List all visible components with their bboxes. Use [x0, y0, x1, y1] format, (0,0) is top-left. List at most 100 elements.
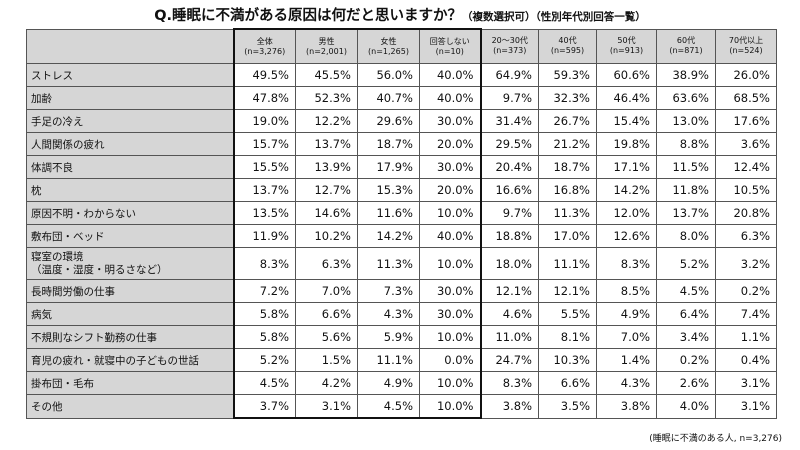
percent-cell: 26.0% [715, 63, 777, 87]
header-corner [26, 28, 234, 64]
percent-cell: 30.0% [419, 155, 482, 179]
column-header: 全体 (n=3,276) [232, 28, 296, 64]
column-header: 20～30代 (n=373) [480, 28, 539, 64]
percent-cell: 20.0% [419, 178, 482, 202]
percent-cell: 18.0% [480, 247, 539, 280]
percent-cell: 16.8% [538, 178, 597, 202]
percent-cell: 8.0% [656, 224, 716, 248]
percent-cell: 19.8% [596, 132, 657, 156]
percent-cell: 59.3% [538, 63, 597, 87]
percent-cell: 56.0% [357, 63, 420, 87]
percent-cell: 7.3% [357, 279, 420, 303]
percent-cell: 17.0% [538, 224, 597, 248]
column-sample-size: (n=1,265) [368, 46, 409, 56]
percent-cell: 5.8% [232, 325, 296, 349]
column-sample-size: (n=595) [550, 46, 585, 56]
percent-cell: 30.0% [419, 302, 482, 326]
percent-cell: 13.7% [656, 201, 716, 225]
percent-cell: 20.8% [715, 201, 777, 225]
column-header: 回答しない (n=10) [419, 28, 482, 64]
row-label: 原因不明・わからない [26, 201, 234, 225]
percent-cell: 3.1% [715, 371, 777, 395]
table-row: 体調不良 15.5% 13.9% 17.9% 30.0% 20.4% 18.7% 17.1% 1… [26, 155, 777, 179]
row-label-text: 病気 [31, 308, 52, 321]
percent-cell: 29.5% [480, 132, 539, 156]
percent-cell: 13.9% [295, 155, 358, 179]
percent-cell: 40.0% [419, 63, 482, 87]
row-label: 加齢 [26, 86, 234, 110]
row-label-text: その他 [31, 400, 63, 413]
percent-cell: 10.2% [295, 224, 358, 248]
column-header: 女性 (n=1,265) [357, 28, 420, 64]
percent-cell: 11.9% [232, 224, 296, 248]
percent-cell: 32.3% [538, 86, 597, 110]
percent-cell: 0.2% [656, 348, 716, 372]
percent-cell: 9.7% [480, 201, 539, 225]
percent-cell: 6.6% [538, 371, 597, 395]
percent-cell: 12.7% [295, 178, 358, 202]
row-label-text: 人間関係の疲れ [31, 138, 105, 151]
percent-cell: 3.1% [295, 394, 358, 419]
row-label-subtext: （温度・湿度・明るさなど） [31, 263, 168, 276]
percent-cell: 11.3% [538, 201, 597, 225]
percent-cell: 15.7% [232, 132, 296, 156]
row-label: 寝室の環境 （温度・湿度・明るさなど） [26, 247, 234, 280]
column-label: 男性 [318, 36, 335, 46]
percent-cell: 29.6% [357, 109, 420, 133]
percent-cell: 10.0% [419, 371, 482, 395]
percent-cell: 12.0% [596, 201, 657, 225]
row-label: 育児の疲れ・就寝中の子どもの世話 [26, 348, 234, 372]
percent-cell: 18.7% [538, 155, 597, 179]
percent-cell: 6.3% [715, 224, 777, 248]
table-row: 長時間労働の仕事 7.2% 7.0% 7.3% 30.0% 12.1% 12.1% 8.5% 4… [26, 279, 777, 303]
percent-cell: 1.1% [715, 325, 777, 349]
percent-cell: 68.5% [715, 86, 777, 110]
percent-cell: 11.1% [357, 348, 420, 372]
row-label-text: 体調不良 [31, 161, 73, 174]
percent-cell: 3.8% [480, 394, 539, 419]
table-row: 敷布団・ベッド 11.9% 10.2% 14.2% 40.0% 18.8% 17.0% 12.… [26, 224, 777, 248]
percent-cell: 10.3% [538, 348, 597, 372]
question-title: Q.睡眠に不満がある原因は何だと思いますか？ [154, 8, 463, 24]
percent-cell: 5.2% [656, 247, 716, 280]
percent-cell: 11.6% [357, 201, 420, 225]
percent-cell: 3.6% [715, 132, 777, 156]
percent-cell: 24.7% [480, 348, 539, 372]
percent-cell: 4.9% [596, 302, 657, 326]
percent-cell: 8.3% [480, 371, 539, 395]
percent-cell: 3.5% [538, 394, 597, 419]
column-label: 回答しない [429, 36, 470, 46]
percent-cell: 17.1% [596, 155, 657, 179]
percent-cell: 38.9% [656, 63, 716, 87]
percent-cell: 52.3% [295, 86, 358, 110]
row-label: 手足の冷え [26, 109, 234, 133]
table-row: 不規則なシフト勤務の仕事 5.8% 5.6% 5.9% 10.0% 11.0% 8.1% 7.… [26, 325, 777, 349]
row-label-text: 長時間労働の仕事 [31, 285, 115, 298]
table-row: その他 3.7% 3.1% 4.5% 10.0% 3.8% 3.5% 3.8% 4.0% 3.1% [26, 394, 777, 419]
percent-cell: 4.6% [480, 302, 539, 326]
percent-cell: 8.8% [656, 132, 716, 156]
percent-cell: 64.9% [480, 63, 539, 87]
percent-cell: 11.0% [480, 325, 539, 349]
percent-cell: 10.5% [715, 178, 777, 202]
percent-cell: 17.6% [715, 109, 777, 133]
percent-cell: 46.4% [596, 86, 657, 110]
percent-cell: 60.6% [596, 63, 657, 87]
percent-cell: 10.0% [419, 325, 482, 349]
percent-cell: 6.4% [656, 302, 716, 326]
percent-cell: 3.4% [656, 325, 716, 349]
percent-cell: 15.5% [232, 155, 296, 179]
percent-cell: 30.0% [419, 279, 482, 303]
percent-cell: 5.2% [232, 348, 296, 372]
percent-cell: 20.4% [480, 155, 539, 179]
percent-cell: 7.0% [295, 279, 358, 303]
percent-cell: 49.5% [232, 63, 296, 87]
row-label-text: 加齢 [31, 92, 52, 105]
percent-cell: 11.5% [656, 155, 716, 179]
percent-cell: 2.6% [656, 371, 716, 395]
percent-cell: 15.3% [357, 178, 420, 202]
percent-cell: 6.3% [295, 247, 358, 280]
column-header: 40代 (n=595) [538, 28, 597, 64]
percent-cell: 8.3% [232, 247, 296, 280]
question-subtitle: （複数選択可）（性別年代別回答一覧） [462, 11, 646, 23]
